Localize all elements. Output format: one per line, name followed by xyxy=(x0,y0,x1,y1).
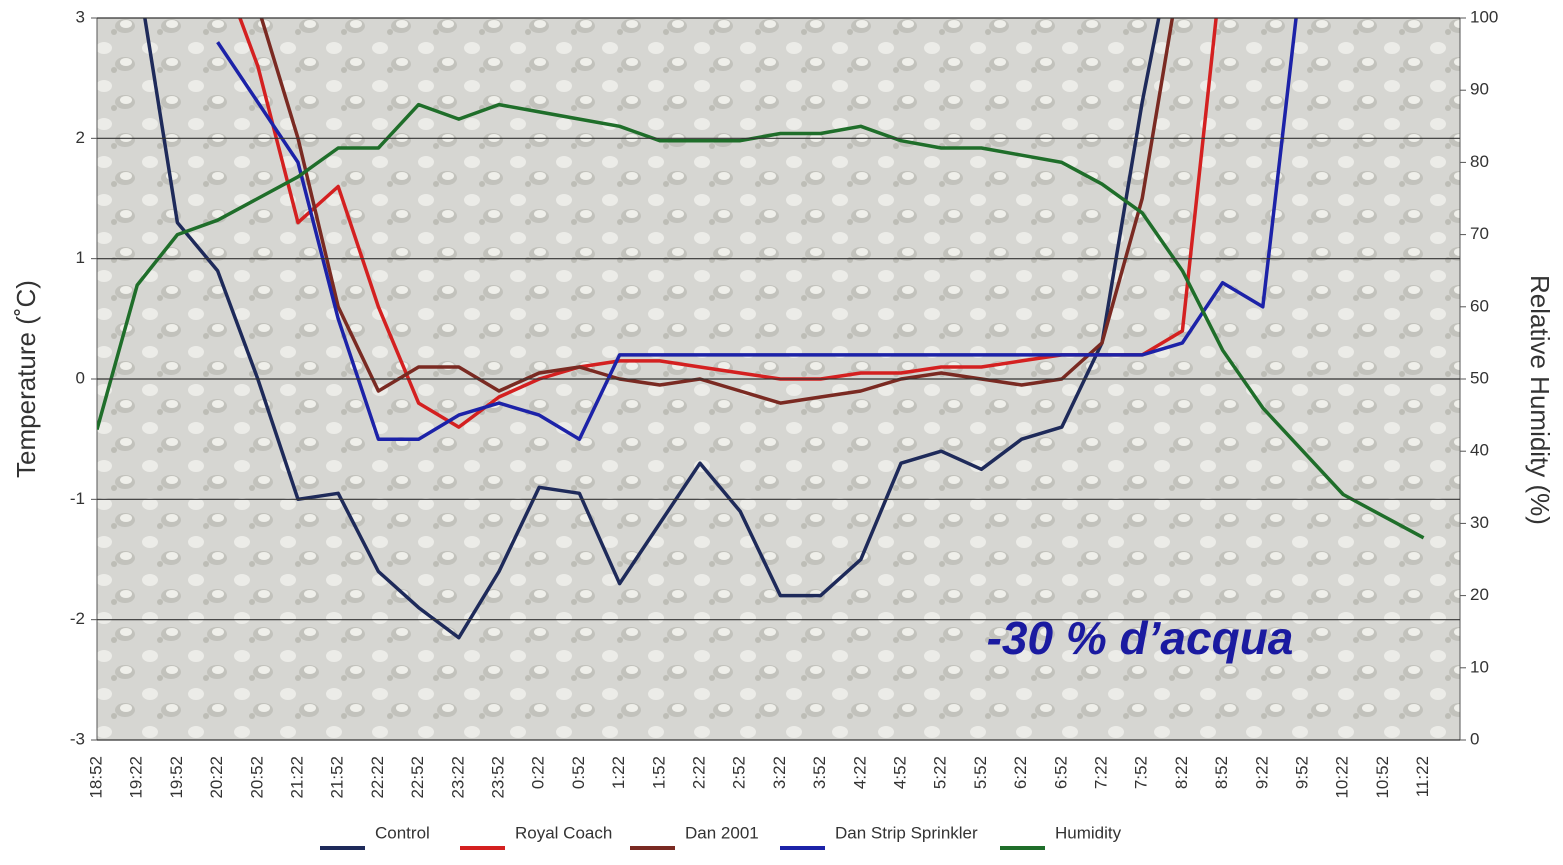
x-tick-label: 23:22 xyxy=(448,756,467,799)
y-tick-label: 0 xyxy=(76,368,85,387)
x-tick-label: 2:52 xyxy=(730,756,749,789)
y-tick-label: 2 xyxy=(76,128,85,147)
x-tick-label: 8:52 xyxy=(1212,756,1231,789)
x-tick-label: 5:22 xyxy=(931,756,950,789)
x-tick-label: 1:22 xyxy=(609,756,628,789)
x-tick-label: 1:52 xyxy=(649,756,668,789)
y2-tick-label: 20 xyxy=(1470,585,1489,604)
x-tick-label: 10:52 xyxy=(1373,756,1392,799)
x-tick-label: 18:52 xyxy=(86,756,105,799)
x-tick-label: 9:52 xyxy=(1292,756,1311,789)
legend-label: Royal Coach xyxy=(515,823,612,842)
x-tick-label: 8:22 xyxy=(1172,756,1191,789)
x-tick-label: 6:22 xyxy=(1011,756,1030,789)
x-tick-label: 22:52 xyxy=(408,756,427,799)
x-tick-label: 22:22 xyxy=(368,756,387,799)
legend-label: Dan 2001 xyxy=(685,823,759,842)
y2-axis-title: Relative Humidity (%) xyxy=(1525,275,1555,525)
x-tick-label: 21:52 xyxy=(328,756,347,799)
annotation: -30 % d’acqua xyxy=(987,612,1294,664)
x-tick-label: 4:22 xyxy=(850,756,869,789)
legend-label: Humidity xyxy=(1055,823,1122,842)
x-tick-label: 20:52 xyxy=(247,756,266,799)
y-tick-label: 3 xyxy=(76,7,85,26)
y2-tick-label: 40 xyxy=(1470,441,1489,460)
x-tick-label: 9:22 xyxy=(1252,756,1271,789)
x-tick-label: 0:52 xyxy=(569,756,588,789)
y2-tick-label: 100 xyxy=(1470,7,1498,26)
y2-tick-label: 10 xyxy=(1470,657,1489,676)
x-tick-label: 7:22 xyxy=(1091,756,1110,789)
series-line xyxy=(97,102,1425,540)
plot xyxy=(97,18,1425,640)
x-tick-label: 7:52 xyxy=(1132,756,1151,789)
y-tick-label: 1 xyxy=(76,248,85,267)
x-tick-label: 2:22 xyxy=(689,756,708,789)
x-tick-label: 19:52 xyxy=(167,756,186,799)
x-tick-label: 3:22 xyxy=(770,756,789,789)
y2-tick-label: 30 xyxy=(1470,513,1489,532)
y2-tick-label: 0 xyxy=(1470,729,1479,748)
y2-tick-label: 90 xyxy=(1470,80,1489,99)
series-line xyxy=(216,18,1298,441)
y-axis-title: Temperature (˚C) xyxy=(11,280,41,478)
x-tick-label: 23:52 xyxy=(488,756,507,799)
y2-tick-label: 60 xyxy=(1470,296,1489,315)
x-tick-label: 3:52 xyxy=(810,756,829,789)
x-tick-label: 10:22 xyxy=(1333,756,1352,799)
x-tick-label: 6:52 xyxy=(1051,756,1070,789)
x-tick-label: 20:22 xyxy=(207,756,226,799)
legend-label: Control xyxy=(375,823,430,842)
x-tick-label: 5:52 xyxy=(971,756,990,789)
x-tick-label: 21:22 xyxy=(287,756,306,799)
y-tick-label: -2 xyxy=(70,609,85,628)
series-line xyxy=(143,18,1161,640)
y2-tick-label: 70 xyxy=(1470,224,1489,243)
y2-tick-label: 50 xyxy=(1470,368,1489,387)
x-tick-label: 19:22 xyxy=(127,756,146,799)
x-tick-label: 11:22 xyxy=(1413,756,1432,797)
legend-label: Dan Strip Sprinkler xyxy=(835,823,978,842)
y-tick-label: -3 xyxy=(70,729,85,748)
x-tick-label: 4:52 xyxy=(890,756,909,789)
y2-tick-label: 80 xyxy=(1470,152,1489,171)
x-tick-label: 0:22 xyxy=(529,756,548,789)
y-tick-label: -1 xyxy=(70,489,85,508)
